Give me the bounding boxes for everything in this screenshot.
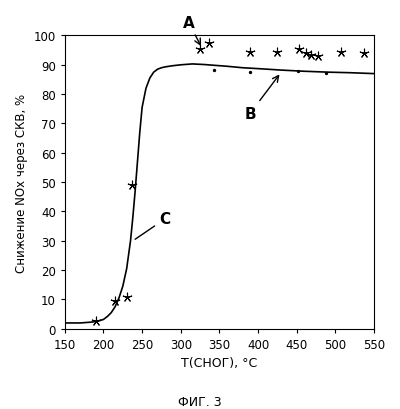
Point bbox=[338, 49, 344, 56]
X-axis label: T(СНОГ), °C: T(СНОГ), °C bbox=[181, 357, 258, 369]
Point bbox=[323, 70, 329, 77]
Point bbox=[315, 54, 322, 60]
Y-axis label: Снижение NOx через СКВ, %: Снижение NOx через СКВ, % bbox=[15, 93, 28, 272]
Text: B: B bbox=[244, 76, 279, 121]
Point bbox=[296, 46, 302, 53]
Point bbox=[197, 46, 203, 53]
Point bbox=[361, 51, 367, 57]
Point bbox=[129, 182, 135, 189]
Text: ФИГ. 3: ФИГ. 3 bbox=[178, 395, 222, 408]
Point bbox=[274, 49, 280, 56]
Point bbox=[124, 294, 130, 300]
Point bbox=[112, 298, 118, 304]
Point bbox=[211, 67, 217, 74]
Point bbox=[247, 49, 254, 56]
Point bbox=[295, 68, 302, 75]
Point bbox=[247, 70, 254, 76]
Point bbox=[303, 51, 309, 57]
Point bbox=[92, 319, 99, 325]
Text: C: C bbox=[135, 212, 171, 240]
Point bbox=[307, 52, 314, 58]
Point bbox=[206, 40, 212, 47]
Text: A: A bbox=[183, 16, 200, 46]
